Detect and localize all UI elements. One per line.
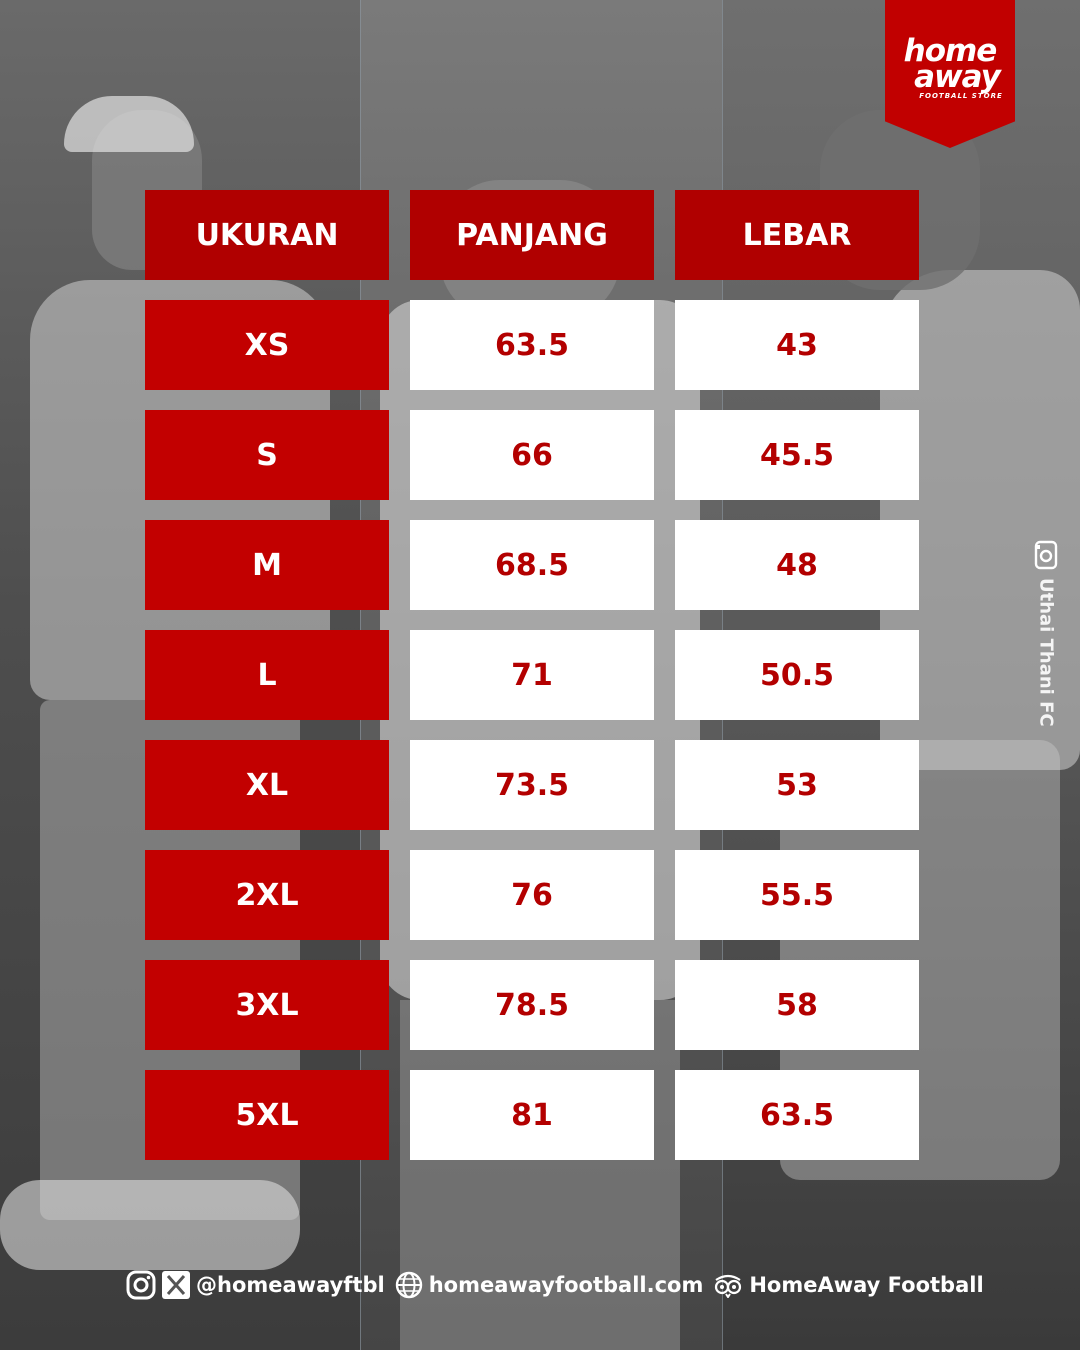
lebar-cell: 43 <box>675 300 919 390</box>
panjang-cell: 78.5 <box>410 960 654 1050</box>
photo-credit-text: Uthai Thani FC <box>1035 578 1057 727</box>
lebar-cell: 63.5 <box>675 1070 919 1160</box>
x-icon[interactable] <box>162 1270 190 1300</box>
panjang-cell: 63.5 <box>410 300 654 390</box>
header-panjang: PANJANG <box>410 190 654 280</box>
globe-icon <box>395 1271 423 1299</box>
header-ukuran: UKURAN <box>145 190 389 280</box>
brand-name[interactable]: HomeAway Football <box>749 1273 984 1297</box>
size-cell: XL <box>145 740 389 830</box>
instagram-icon[interactable] <box>126 1270 156 1300</box>
player-figure <box>400 1000 680 1350</box>
size-cell: L <box>145 630 389 720</box>
website-link[interactable]: homeawayfootball.com <box>428 1273 704 1297</box>
size-cell: 3XL <box>145 960 389 1050</box>
logo-text-home: home <box>903 33 998 69</box>
panjang-cell: 68.5 <box>410 520 654 610</box>
logo-subtitle: FOOTBALL STORE <box>919 92 1003 100</box>
lebar-cell: 50.5 <box>675 630 919 720</box>
lebar-cell: 55.5 <box>675 850 919 940</box>
social-handle[interactable]: @homeawayftbl <box>196 1273 385 1297</box>
homeaway-logo: home away FOOTBALL STORE <box>885 0 1015 148</box>
tripadvisor-icon <box>713 1272 743 1298</box>
logo-text-away: away <box>914 59 1001 95</box>
size-cell: 2XL <box>145 850 389 940</box>
panjang-cell: 71 <box>410 630 654 720</box>
size-cell: XS <box>145 300 389 390</box>
size-cell: 5XL <box>145 1070 389 1160</box>
panjang-cell: 66 <box>410 410 654 500</box>
panjang-cell: 76 <box>410 850 654 940</box>
player-figure <box>0 1180 300 1270</box>
size-cell: M <box>145 520 389 610</box>
lebar-cell: 48 <box>675 520 919 610</box>
header-lebar: LEBAR <box>675 190 919 280</box>
player-figure <box>64 96 194 152</box>
panjang-cell: 81 <box>410 1070 654 1160</box>
size-cell: S <box>145 410 389 500</box>
lebar-cell: 53 <box>675 740 919 830</box>
footer-contacts: @homeawayftbl homeawayfootball.com HomeA… <box>126 1266 994 1304</box>
lebar-cell: 58 <box>675 960 919 1050</box>
photo-credit: Uthai Thani FC <box>1029 540 1063 750</box>
lebar-cell: 45.5 <box>675 410 919 500</box>
panjang-cell: 73.5 <box>410 740 654 830</box>
camera-icon <box>1034 540 1058 570</box>
